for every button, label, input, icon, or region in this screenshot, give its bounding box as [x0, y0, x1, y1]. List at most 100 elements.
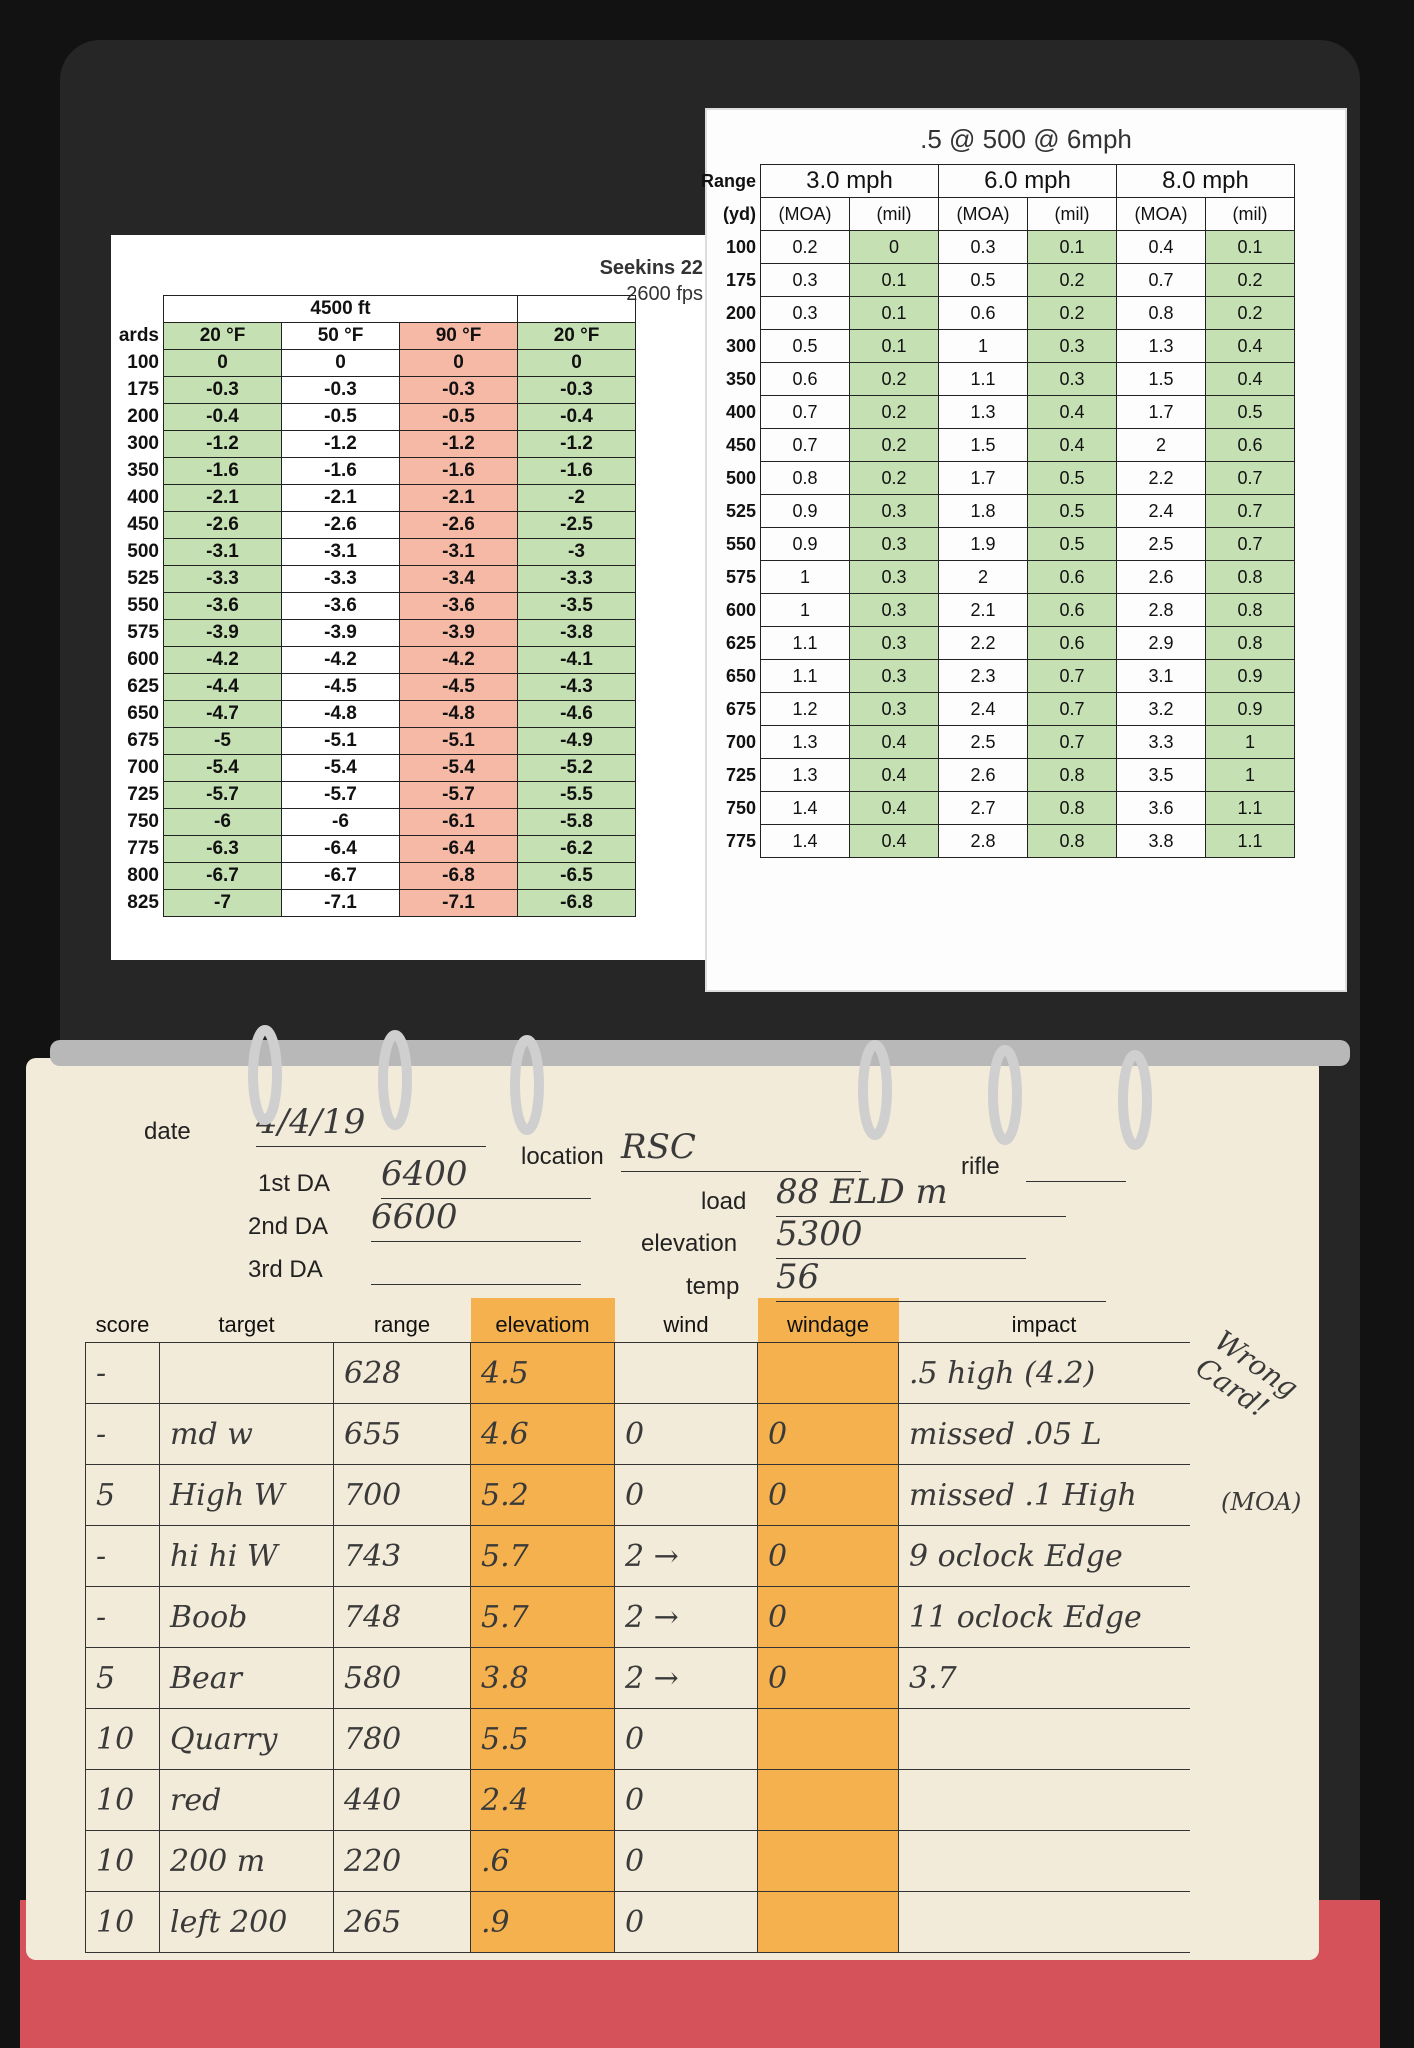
yard-cell: 550 — [127, 595, 159, 616]
wind-cell: 0.8 — [1027, 758, 1118, 792]
drop-cell: -0.3 — [517, 376, 636, 404]
yard-cell: 725 — [725, 764, 757, 785]
column-header: windage — [757, 1298, 899, 1343]
yard-cell: 400 — [725, 401, 757, 422]
drop-cell: -3.9 — [281, 619, 400, 647]
data-row: 825 -7 -7.1 -7.1 -6.8 — [105, 889, 636, 917]
wind-cell: 1.1 — [938, 362, 1029, 396]
wind-cell: 0.8 — [1116, 296, 1207, 330]
log-cell: 4.6 — [470, 1403, 615, 1465]
log-cell — [898, 1830, 1190, 1892]
data-row: 700 1.3 0.4 2.5 0.7 3.3 1 — [701, 725, 1296, 759]
wind-cell: 1.3 — [760, 725, 851, 759]
log-table: score target range elevatiom wind windage impa… — [85, 1298, 1190, 1953]
wind-cell: 0 — [849, 230, 940, 264]
wind-cell: 3.1 — [1116, 659, 1207, 693]
drop-cell: -0.4 — [163, 403, 282, 431]
wind-cell: 0.7 — [1205, 527, 1296, 561]
wind-cell: 1.1 — [760, 659, 851, 693]
column-header: wind — [614, 1298, 758, 1343]
drop-cell: -4.8 — [281, 700, 400, 728]
yard-cell: 775 — [127, 838, 159, 859]
wind-cell: 0.8 — [1027, 824, 1118, 858]
column-header: 20 °F — [163, 322, 282, 350]
card-subtitle: 2600 fps — [626, 283, 703, 305]
ring — [378, 1030, 412, 1130]
unit-header: (MOA) — [760, 197, 851, 231]
unit-header: (mil) — [849, 197, 940, 231]
drop-cell: -4.2 — [281, 646, 400, 674]
wind-cell: 3.6 — [1116, 791, 1207, 825]
drop-cell: -2.1 — [281, 484, 400, 512]
log-cell: missed .1 High — [898, 1464, 1190, 1526]
drop-cell: 0 — [163, 349, 282, 377]
yard-cell: 175 — [127, 379, 159, 400]
ring — [510, 1035, 544, 1135]
wind-cell: 0.4 — [1027, 395, 1118, 429]
yard-cell: 575 — [725, 566, 757, 587]
field-label: rifle — [961, 1153, 1000, 1180]
drop-cell: -4.9 — [517, 727, 636, 755]
column-header: range — [333, 1298, 471, 1343]
column-header: 20 °F — [517, 322, 636, 350]
wind-cell: 0.4 — [1027, 428, 1118, 462]
log-cell: Boob — [159, 1586, 334, 1648]
yard-cell: 750 — [127, 811, 159, 832]
binder-rings — [50, 1025, 1350, 1150]
drop-cell: -3.3 — [517, 565, 636, 593]
yard-cell: 350 — [127, 460, 159, 481]
column-header: impact — [898, 1298, 1190, 1343]
yard-cell: 600 — [725, 599, 757, 620]
log-cell: 0 — [757, 1647, 899, 1709]
wind-cell: 0.3 — [1027, 329, 1118, 363]
log-cell: 10 — [85, 1708, 160, 1770]
field-label: location — [521, 1143, 604, 1170]
drop-cell: -1.6 — [163, 457, 282, 485]
wind-cell: 2.5 — [1116, 527, 1207, 561]
wind-cell: 1.3 — [938, 395, 1029, 429]
yard-cell: 575 — [127, 622, 159, 643]
wind-cell: 3.5 — [1116, 758, 1207, 792]
column-header: elevatiom — [470, 1298, 615, 1343]
field-label: temp — [686, 1273, 740, 1300]
log-row: 5 Bear 580 3.8 2 → 0 3.7 — [85, 1647, 1190, 1709]
field-label: elevation — [641, 1230, 738, 1257]
drop-cell: -7.1 — [399, 889, 518, 917]
wind-cell: 0.2 — [849, 461, 940, 495]
yard-cell: 800 — [127, 865, 159, 886]
log-cell: 2.4 — [470, 1769, 615, 1831]
wind-cell: 0.2 — [1205, 296, 1296, 330]
yard-cell: 450 — [127, 514, 159, 535]
data-row: 200 0.3 0.1 0.6 0.2 0.8 0.2 — [701, 296, 1296, 330]
drop-table: 4500 ft ards 20 °F 50 °F 90 °F 20 °F 100 0 0 0 0 17… — [105, 295, 636, 917]
log-row: 10 200 m 220.6 0 — [85, 1830, 1190, 1892]
field-label: date — [144, 1118, 191, 1145]
log-cell: 0 — [614, 1708, 758, 1770]
wind-cell: 0.1 — [1205, 230, 1296, 264]
yard-cell: 350 — [725, 368, 757, 389]
header-row: Range 3.0 mph 6.0 mph 8.0 mph — [701, 164, 1296, 198]
yard-cell: 600 — [127, 649, 159, 670]
field-value: 88 ELD m — [776, 1172, 1066, 1217]
wind-cell: 0.4 — [849, 791, 940, 825]
yard-cell: 100 — [725, 236, 757, 257]
column-header: 50 °F — [281, 322, 400, 350]
drop-cell: -1.6 — [399, 457, 518, 485]
log-cell: left 200 — [159, 1891, 334, 1953]
wind-cell: 2.8 — [1116, 593, 1207, 627]
wind-cell: 0.8 — [760, 461, 851, 495]
header-row: ards 20 °F 50 °F 90 °F 20 °F — [105, 322, 636, 350]
yard-cell: 550 — [725, 533, 757, 554]
drop-cell: -6 — [281, 808, 400, 836]
yard-cell: 525 — [725, 500, 757, 521]
wind-cell: 1.4 — [760, 824, 851, 858]
drop-cell: -6 — [163, 808, 282, 836]
log-row: 10 red 440 2.4 0 — [85, 1769, 1190, 1831]
yard-cell: 700 — [725, 731, 757, 752]
log-cell: 780 — [333, 1708, 471, 1770]
wind-cell: 0.2 — [849, 362, 940, 396]
wind-cell: 0.3 — [849, 494, 940, 528]
yard-cell: 300 — [725, 335, 757, 356]
drop-cell: -3.1 — [281, 538, 400, 566]
wind-cell: 0.4 — [849, 725, 940, 759]
